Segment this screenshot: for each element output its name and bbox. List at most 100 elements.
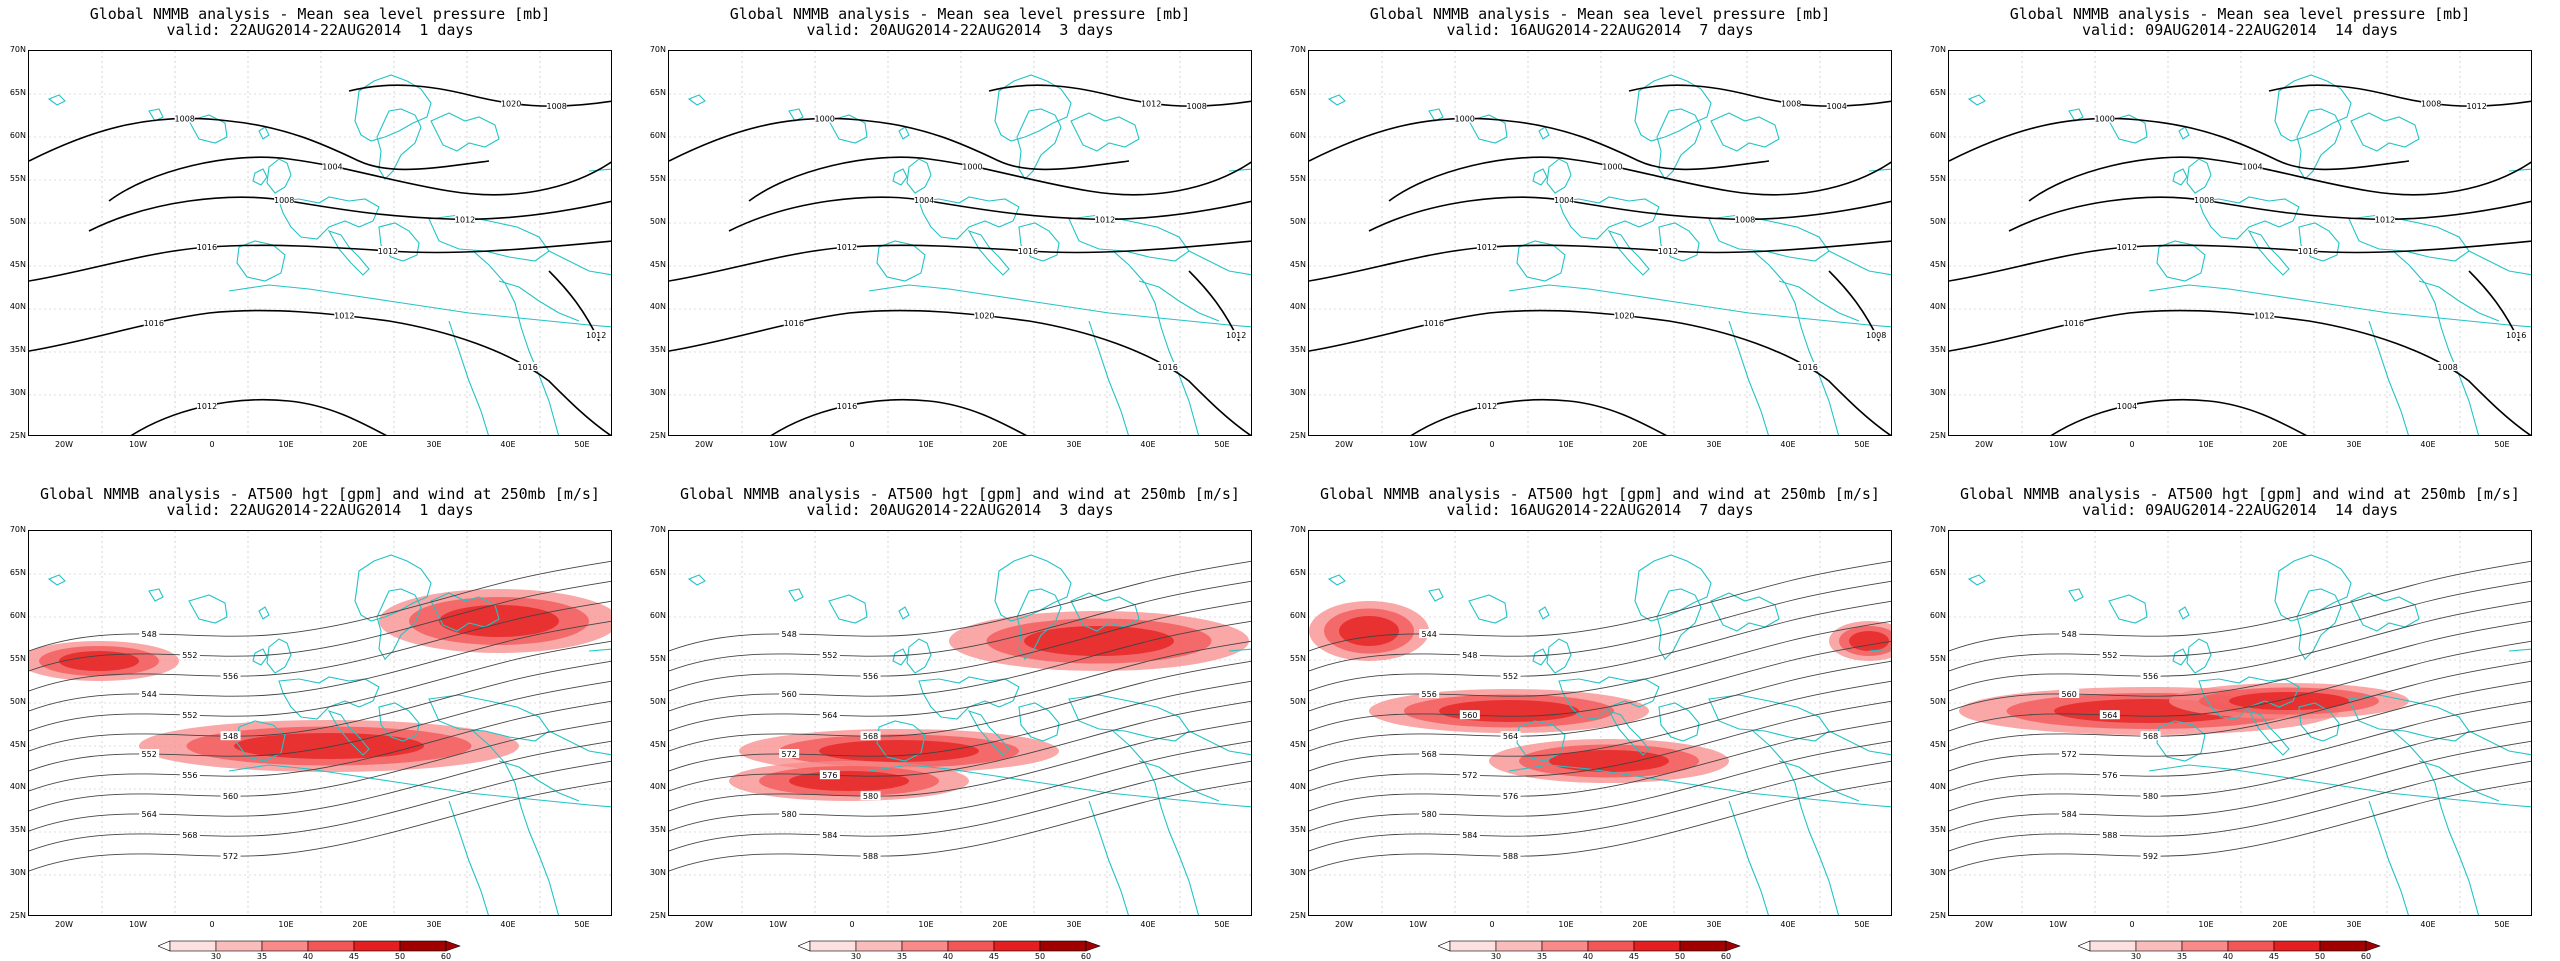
panel-valid: valid: 16AUG2014-22AUG2014 7 days xyxy=(1446,21,1754,39)
colorbar-segment xyxy=(2181,940,2229,952)
contour-labels: 548 552 556 560 564 568 572 576 580 584 588 592 xyxy=(2059,629,2161,861)
lat-tick-label: 40N xyxy=(9,782,26,792)
coastline xyxy=(1778,760,1860,802)
coastline xyxy=(2172,168,2188,186)
lon-tick-label: 20W xyxy=(1334,440,1354,449)
contour-label: 1016 xyxy=(1018,247,1038,256)
coastline xyxy=(1538,126,1550,140)
coastline xyxy=(548,730,611,756)
contour-label: 564 xyxy=(822,711,837,720)
coastline xyxy=(967,230,1010,276)
lat-tick-label: 25N xyxy=(1929,911,1946,921)
panel-valid: valid: 09AUG2014-22AUG2014 14 days xyxy=(2081,21,2399,39)
lat-tick-label: 25N xyxy=(1289,911,1306,921)
contour-label: 1008 xyxy=(2194,196,2214,205)
lat-tick-label: 45N xyxy=(9,739,26,749)
contour-label: 544 xyxy=(142,690,157,699)
contour-line xyxy=(728,196,1251,232)
coastline xyxy=(828,594,868,624)
panel-title: Global NMMB analysis - AT500 hgt [gpm] a… xyxy=(1320,485,1880,503)
contour-line xyxy=(29,640,611,732)
lon-tick-label: 40E xyxy=(1780,920,1796,929)
coastline xyxy=(236,240,286,282)
contour-label: 556 xyxy=(1422,690,1437,699)
lat-tick-label: 50N xyxy=(1289,696,1306,706)
colorbar-label: 30 xyxy=(850,952,862,961)
contour-label: 556 xyxy=(863,672,878,681)
coastline xyxy=(1016,108,1062,180)
lat-tick-label: 55N xyxy=(649,653,666,663)
lon-tick-label: 30E xyxy=(1706,440,1722,449)
contour-line xyxy=(669,660,1251,752)
map-frame: 548 552 556 544 552 548 552 556 560 564 568 572 xyxy=(28,530,612,916)
contour-label: 1020 xyxy=(1614,312,1634,321)
coastline xyxy=(1546,638,1572,674)
contour-line xyxy=(1949,740,2531,832)
colorbar-segment xyxy=(809,940,857,952)
contour-label: 556 xyxy=(223,672,238,681)
coastline xyxy=(2296,588,2342,660)
contour-label: 560 xyxy=(223,792,238,801)
contour-line xyxy=(29,780,611,872)
contour-line xyxy=(1368,196,1891,232)
contour-line xyxy=(29,117,490,171)
contour-line xyxy=(1949,117,2410,171)
coastline xyxy=(1138,760,1220,802)
panel-z500-14day: Global NMMB analysis - AT500 hgt [gpm] a… xyxy=(1920,480,2560,960)
colorbar xyxy=(1438,940,1741,952)
contour-label-bg xyxy=(2059,749,2080,759)
contour-label-bg xyxy=(1500,731,1521,741)
contour-line xyxy=(1388,156,1891,202)
contour-label-bg xyxy=(779,689,800,699)
map-frame: 1000 1004 1008 1012 1012 1016 1016 1012 1008 1004… xyxy=(1948,50,2532,436)
coastline xyxy=(1016,588,1062,660)
contour-line xyxy=(29,760,611,852)
contour-label: 1012 xyxy=(334,312,354,321)
panel-valid: valid: 22AUG2014-22AUG2014 1 days xyxy=(166,501,474,519)
coastline xyxy=(2350,592,2420,632)
contour-label: 1012 xyxy=(2254,312,2274,321)
lat-tick-label: 30N xyxy=(1289,388,1306,398)
contour-label-bg xyxy=(586,330,607,340)
contour-label-bg xyxy=(2297,245,2318,255)
contour-label: 552 xyxy=(1503,672,1518,681)
lon-tick-label: 10E xyxy=(918,440,934,449)
coastlines xyxy=(1327,74,1891,435)
colorbar-label: 35 xyxy=(896,952,908,961)
colorbar-segment xyxy=(1541,940,1589,952)
contour-label-bg xyxy=(779,809,800,819)
coastline xyxy=(1112,730,1200,915)
contour-label: 564 xyxy=(142,810,157,819)
colorbar-label: 60 xyxy=(2360,952,2372,961)
contour-label: 1012 xyxy=(837,243,857,252)
panel-z500-3day: Global NMMB analysis - AT500 hgt [gpm] a… xyxy=(640,480,1280,960)
gridlines xyxy=(669,531,1251,915)
contour-label-bg xyxy=(2375,214,2396,224)
panel-valid: valid: 16AUG2014-22AUG2014 7 days xyxy=(1446,501,1754,519)
lon-tick-label: 10W xyxy=(1408,440,1428,449)
contour-line xyxy=(1309,740,1891,832)
panel-valid: valid: 20AUG2014-22AUG2014 3 days xyxy=(806,501,1114,519)
coastline xyxy=(252,168,268,186)
map-svg: 548 552 556 544 552 548 552 556 560 564 568 572 xyxy=(29,531,611,915)
coastline xyxy=(47,94,66,106)
lat-tick-label: 35N xyxy=(9,345,26,355)
coastline xyxy=(1188,730,1251,756)
contours xyxy=(1949,560,2531,872)
lon-tick-label: 0 xyxy=(1489,440,1495,449)
contour-line xyxy=(1309,720,1891,812)
contour-label: 568 xyxy=(2143,732,2158,741)
colorbar-label: 30 xyxy=(210,952,222,961)
lat-tick-label: 35N xyxy=(1289,345,1306,355)
coastline xyxy=(376,108,422,180)
contour-labels: 1000 1000 1004 1008 1012 1012 1016 1020 1016 1012… xyxy=(1424,98,1886,411)
coastline xyxy=(2348,214,2470,262)
contour-labels: 1000 1004 1008 1012 1012 1016 1016 1012 1008 1004… xyxy=(2064,98,2526,411)
panel-mslp-7day: Global NMMB analysis - Mean sea level pr… xyxy=(1280,0,1920,480)
contour-label-bg xyxy=(1554,195,1575,205)
contour-label-bg xyxy=(779,629,800,639)
lat-tick-label: 40N xyxy=(1929,782,1946,792)
coastline xyxy=(876,720,926,762)
contour-label: 1016 xyxy=(2064,319,2084,328)
coastline xyxy=(2186,158,2212,194)
